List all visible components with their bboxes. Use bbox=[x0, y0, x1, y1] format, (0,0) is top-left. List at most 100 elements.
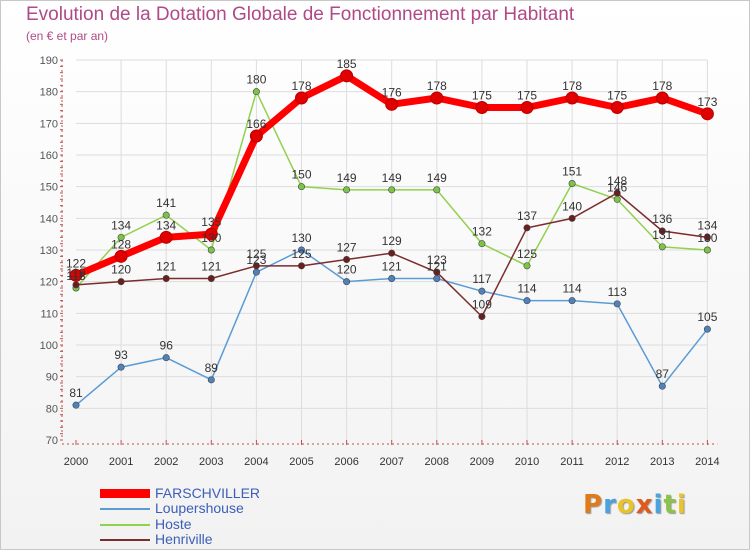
data-label-farschviller-2004: 166 bbox=[246, 117, 266, 131]
data-label-loupershouse-2011: 114 bbox=[563, 282, 582, 296]
point-loupershouse-2008 bbox=[433, 274, 441, 282]
point-henriville-2014 bbox=[703, 233, 711, 241]
data-label-hoste-2009: 132 bbox=[472, 225, 492, 239]
y-tick-label-160: 160 bbox=[40, 150, 58, 162]
legend-label-farschviller: FARSCHVILLER bbox=[155, 485, 261, 501]
data-label-henriville-2014: 134 bbox=[697, 218, 717, 232]
point-hoste-2004 bbox=[252, 88, 260, 96]
point-farschviller-2004 bbox=[249, 129, 263, 143]
point-hoste-2005 bbox=[297, 183, 305, 191]
point-henriville-2001 bbox=[117, 278, 125, 286]
y-tick-label-100: 100 bbox=[40, 340, 58, 352]
data-labels: 81 93 96 89 123 130 120 121 121 117 114 114 113 87 105… bbox=[66, 57, 718, 400]
x-tick-label-2004: 2004 bbox=[244, 456, 268, 468]
point-hoste-2002 bbox=[162, 211, 170, 219]
data-label-hoste-2002: 141 bbox=[156, 196, 176, 210]
data-label-hoste-2001: 134 bbox=[111, 218, 131, 232]
x-tick-label-2009: 2009 bbox=[470, 456, 494, 468]
x-tick-label-2008: 2008 bbox=[425, 456, 449, 468]
x-tick-label-2012: 2012 bbox=[605, 456, 629, 468]
point-loupershouse-2011 bbox=[568, 297, 576, 305]
data-label-loupershouse-2013: 87 bbox=[656, 367, 670, 381]
data-label-hoste-2000: 118 bbox=[66, 269, 85, 283]
point-loupershouse-2001 bbox=[117, 363, 125, 371]
logo-letter: t bbox=[663, 490, 677, 520]
point-farschviller-2001 bbox=[114, 249, 128, 263]
point-farschviller-2008 bbox=[430, 91, 444, 105]
logo-letter: i bbox=[676, 490, 687, 520]
logo-letter: o bbox=[616, 490, 636, 520]
data-label-loupershouse-2001: 93 bbox=[114, 348, 128, 362]
point-loupershouse-2012 bbox=[613, 300, 621, 308]
point-loupershouse-2009 bbox=[478, 287, 486, 295]
data-label-hoste-2004: 180 bbox=[246, 73, 266, 87]
point-farschviller-2005 bbox=[295, 91, 308, 105]
point-henriville-2004 bbox=[252, 262, 260, 270]
point-hoste-2014 bbox=[703, 246, 711, 254]
point-henriville-2003 bbox=[207, 274, 215, 282]
data-label-loupershouse-2014: 105 bbox=[697, 310, 717, 324]
data-label-hoste-2008: 149 bbox=[427, 171, 447, 185]
logo-letter: P bbox=[583, 490, 604, 520]
data-label-farschviller-2013: 178 bbox=[652, 79, 672, 93]
point-loupershouse-2006 bbox=[343, 278, 351, 286]
data-label-hoste-2003: 130 bbox=[201, 231, 221, 245]
x-tick-label-2003: 2003 bbox=[199, 456, 223, 468]
point-loupershouse-2014 bbox=[703, 325, 711, 333]
point-farschviller-2011 bbox=[565, 91, 579, 105]
point-loupershouse-2002 bbox=[162, 354, 170, 362]
data-label-loupershouse-2005: 130 bbox=[291, 231, 311, 245]
point-henriville-2008 bbox=[433, 268, 441, 276]
data-label-loupershouse-2004: 123 bbox=[246, 253, 266, 267]
data-label-henriville-2009: 109 bbox=[472, 298, 492, 312]
data-label-farschviller-2007: 176 bbox=[382, 85, 402, 99]
point-hoste-2001 bbox=[117, 233, 125, 241]
point-henriville-2005 bbox=[297, 262, 305, 270]
data-label-farschviller-2011: 178 bbox=[562, 79, 582, 93]
axes: 70 80 90 100 110 120 130 140 150 160 170 180 190 2000… bbox=[40, 55, 720, 468]
point-farschviller-2002 bbox=[159, 230, 173, 244]
x-tick-label-2011: 2011 bbox=[560, 456, 584, 468]
point-farschviller-2007 bbox=[385, 97, 399, 111]
point-hoste-2003 bbox=[207, 246, 215, 254]
x-tick-label-2000: 2000 bbox=[64, 456, 88, 468]
data-label-henriville-2002: 121 bbox=[156, 260, 176, 274]
data-label-hoste-2013: 131 bbox=[652, 228, 672, 242]
data-label-hoste-2010: 125 bbox=[517, 247, 537, 261]
point-loupershouse-2000 bbox=[72, 401, 80, 409]
data-label-henriville-2008: 123 bbox=[427, 253, 447, 267]
point-farschviller-2012 bbox=[610, 101, 624, 114]
point-farschviller-2009 bbox=[475, 101, 489, 114]
data-label-farschviller-2010: 175 bbox=[517, 89, 537, 103]
proxiti-logo: Proxiti bbox=[583, 490, 687, 520]
data-label-loupershouse-2010: 114 bbox=[517, 282, 536, 296]
point-loupershouse-2004 bbox=[252, 268, 260, 276]
chart-subtitle: (en € et par an) bbox=[26, 29, 109, 43]
point-loupershouse-2010 bbox=[523, 297, 531, 305]
data-label-loupershouse-2009: 117 bbox=[472, 272, 491, 286]
y-tick-label-90: 90 bbox=[46, 372, 58, 384]
x-tick-label-2002: 2002 bbox=[154, 456, 178, 468]
x-tick-label-2014: 2014 bbox=[695, 456, 719, 468]
y-tick-label-180: 180 bbox=[40, 87, 58, 99]
data-label-henriville-2011: 140 bbox=[562, 199, 582, 213]
point-henriville-2012 bbox=[613, 189, 621, 197]
data-label-henriville-2007: 129 bbox=[382, 234, 402, 248]
point-hoste-2012 bbox=[613, 195, 621, 203]
data-label-farschviller-2009: 175 bbox=[472, 89, 492, 103]
point-henriville-2007 bbox=[388, 249, 396, 257]
data-label-hoste-2005: 150 bbox=[291, 168, 311, 182]
point-hoste-2009 bbox=[478, 240, 486, 248]
y-tick-label-150: 150 bbox=[40, 182, 58, 194]
point-hoste-2013 bbox=[658, 243, 666, 251]
data-label-henriville-2006: 127 bbox=[337, 241, 357, 255]
data-label-henriville-2003: 121 bbox=[201, 260, 221, 274]
data-label-hoste-2007: 149 bbox=[382, 171, 402, 185]
data-label-loupershouse-2000: 81 bbox=[69, 386, 83, 400]
point-loupershouse-2005 bbox=[297, 246, 305, 254]
logo-letter: r bbox=[603, 490, 617, 520]
series-layer bbox=[69, 69, 714, 409]
data-label-hoste-2012: 146 bbox=[607, 180, 627, 194]
x-tick-label-2001: 2001 bbox=[109, 456, 133, 468]
point-hoste-2010 bbox=[523, 262, 531, 270]
